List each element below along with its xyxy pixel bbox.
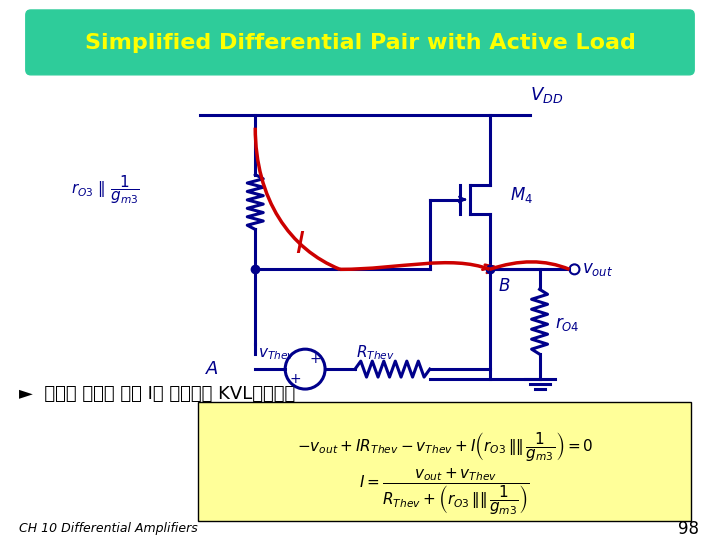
Text: $V_{DD}$: $V_{DD}$ [530,85,563,105]
Text: $I$: $I$ [295,230,305,259]
Text: ►  빨간색 방향의 전류 I를 사용하여 KVL적용하면: ► 빨간색 방향의 전류 I를 사용하여 KVL적용하면 [19,385,295,403]
FancyBboxPatch shape [26,10,694,75]
Text: $I = \dfrac{v_{out} + v_{Thev}}{R_{Thev} + \left(r_{O3}\,\|\|\,\dfrac{1}{g_{m3}}: $I = \dfrac{v_{out} + v_{Thev}}{R_{Thev}… [359,467,530,517]
FancyBboxPatch shape [199,402,691,521]
Text: 98: 98 [678,519,699,538]
Text: $v_{out}$: $v_{out}$ [582,260,613,278]
Text: $v_{Thev}$: $v_{Thev}$ [258,346,295,362]
Text: $B$: $B$ [498,278,510,295]
Text: $-v_{out} + IR_{Thev} - v_{Thev} + I\left(r_{O3}\,\|\|\,\dfrac{1}{g_{m3}}\right): $-v_{out} + IR_{Thev} - v_{Thev} + I\lef… [297,430,593,463]
Text: +: + [310,352,321,366]
Text: +: + [289,372,301,386]
Text: $M_4$: $M_4$ [510,185,533,205]
Text: CH 10 Differential Amplifiers: CH 10 Differential Amplifiers [19,522,197,535]
Text: $r_{O4}$: $r_{O4}$ [554,315,579,333]
Text: $A$: $A$ [205,360,220,378]
Text: $R_{Thev}$: $R_{Thev}$ [356,343,395,361]
Text: Simplified Differential Pair with Active Load: Simplified Differential Pair with Active… [84,33,636,53]
Text: $r_{O3}\ \|\ \dfrac{1}{g_{m3}}$: $r_{O3}\ \|\ \dfrac{1}{g_{m3}}$ [71,173,140,206]
